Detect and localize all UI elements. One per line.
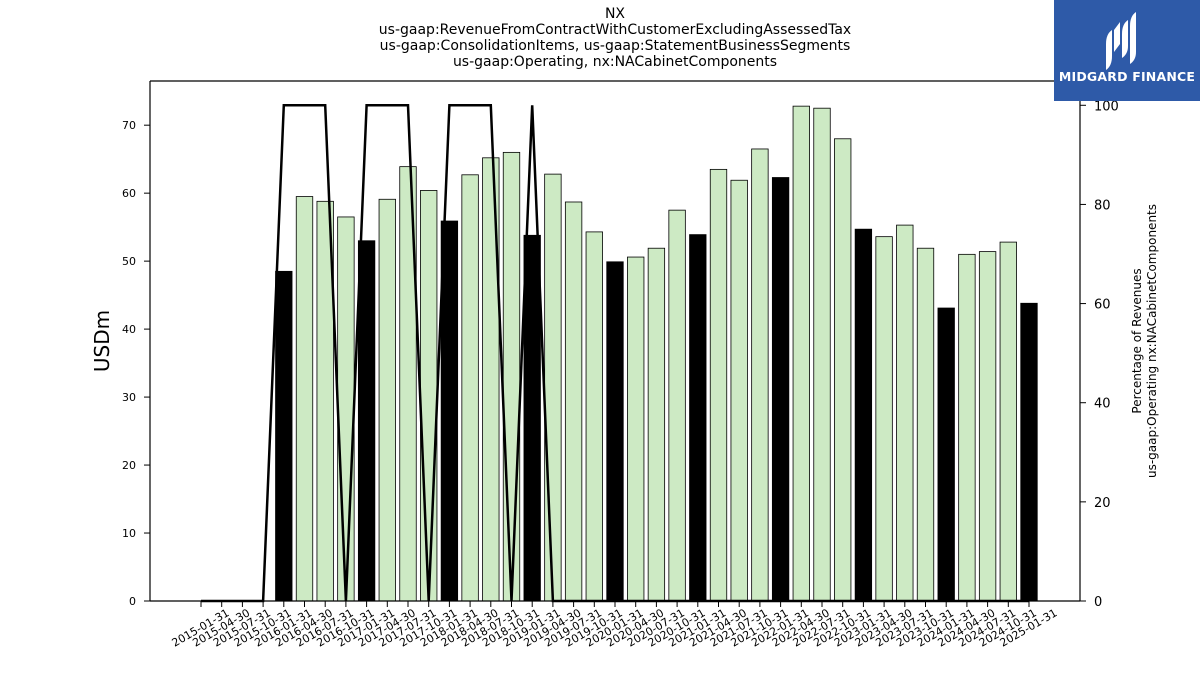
y-axis-right-label-line-1: Percentage of Revenues: [1130, 268, 1144, 413]
title-line-4: us-gaap:Operating, nx:NACabinetComponent…: [452, 54, 778, 70]
bar-2023-10-31: [916, 247, 935, 602]
bar-2019-01-31: [523, 234, 541, 602]
y-tick-label-50: 50: [122, 255, 136, 268]
bar-2022-07-31: [813, 107, 831, 602]
bar-2023-07-31: [896, 224, 914, 602]
title-line-3: us-gaap:ConsolidationItems, us-gaap:Stat…: [379, 38, 851, 54]
bar-2019-07-31: [564, 201, 583, 602]
bar-2022-04-30: [792, 105, 810, 602]
midgard-logo-icon: [1106, 12, 1136, 70]
bar-2022-10-31: [834, 138, 852, 602]
bar-2024-10-31: [999, 241, 1017, 602]
bar-2025-01-31: [1020, 302, 1038, 602]
bar-2020-10-31: [668, 209, 686, 602]
y-tick-label-40: 40: [122, 323, 136, 336]
bar-2024-01-31: [937, 307, 955, 602]
y-tick-label-30: 30: [122, 391, 136, 404]
title-line-2: us-gaap:RevenueFromContractWithCustomerE…: [378, 22, 852, 38]
bar-2023-04-30: [875, 236, 893, 602]
title-line-1: NX: [604, 6, 626, 22]
bar-2019-04-30: [544, 173, 562, 602]
bar-2024-04-30: [958, 253, 976, 602]
y-right-tick-label-40: 40: [1094, 397, 1111, 412]
bar-2019-10-31: [585, 231, 603, 602]
bar-2022-01-31: [771, 177, 790, 602]
y-right-tick-label-0: 0: [1094, 595, 1102, 610]
bar-2021-10-31: [751, 148, 769, 602]
bar-2018-01-31: [440, 220, 459, 602]
bar-2020-07-31: [647, 247, 666, 602]
y-tick-label-10: 10: [122, 527, 136, 540]
logo: MIDGARD FINANCE: [1054, 0, 1200, 101]
y-tick-label-20: 20: [122, 459, 136, 472]
bar-2020-04-30: [627, 256, 645, 602]
bar-2023-01-31: [854, 228, 873, 602]
bar-2017-04-30: [378, 198, 396, 602]
y-tick-label-70: 70: [122, 119, 136, 132]
bar-2020-01-31: [606, 261, 624, 602]
bar-2018-04-30: [461, 174, 479, 602]
y-tick-label-0: 0: [129, 595, 136, 608]
y-right-tick-label-60: 60: [1094, 298, 1111, 313]
bar-2017-10-31: [420, 190, 438, 602]
bar-2016-01-31: [275, 270, 293, 602]
bar-2017-01-31: [357, 240, 376, 602]
logo-text: MIDGARD FINANCE: [1058, 69, 1196, 84]
y-tick-label-60: 60: [122, 187, 136, 200]
bar-2021-04-30: [709, 168, 728, 602]
bar-2016-10-31: [337, 216, 355, 602]
y-axis-label: USDm: [90, 310, 114, 372]
bar-2021-07-31: [730, 179, 748, 602]
y-right-tick-label-100: 100: [1094, 99, 1119, 114]
y-right-tick-label-80: 80: [1094, 198, 1111, 213]
bar-2016-04-30: [295, 196, 314, 602]
bar-2018-10-31: [502, 151, 521, 602]
bar-2024-07-31: [978, 251, 997, 602]
bar-series: [275, 105, 1038, 602]
bar-2021-01-31: [689, 234, 707, 602]
y-axis-right-label-line-2: us-gaap:Operating nx:NACabinetComponents: [1145, 204, 1159, 478]
axes: 0102030405060700204060801002015-01-31201…: [122, 80, 1119, 650]
y-right-tick-label-20: 20: [1094, 496, 1111, 511]
chart-title: NX us-gaap:RevenueFromContractWithCustom…: [150, 6, 1080, 70]
